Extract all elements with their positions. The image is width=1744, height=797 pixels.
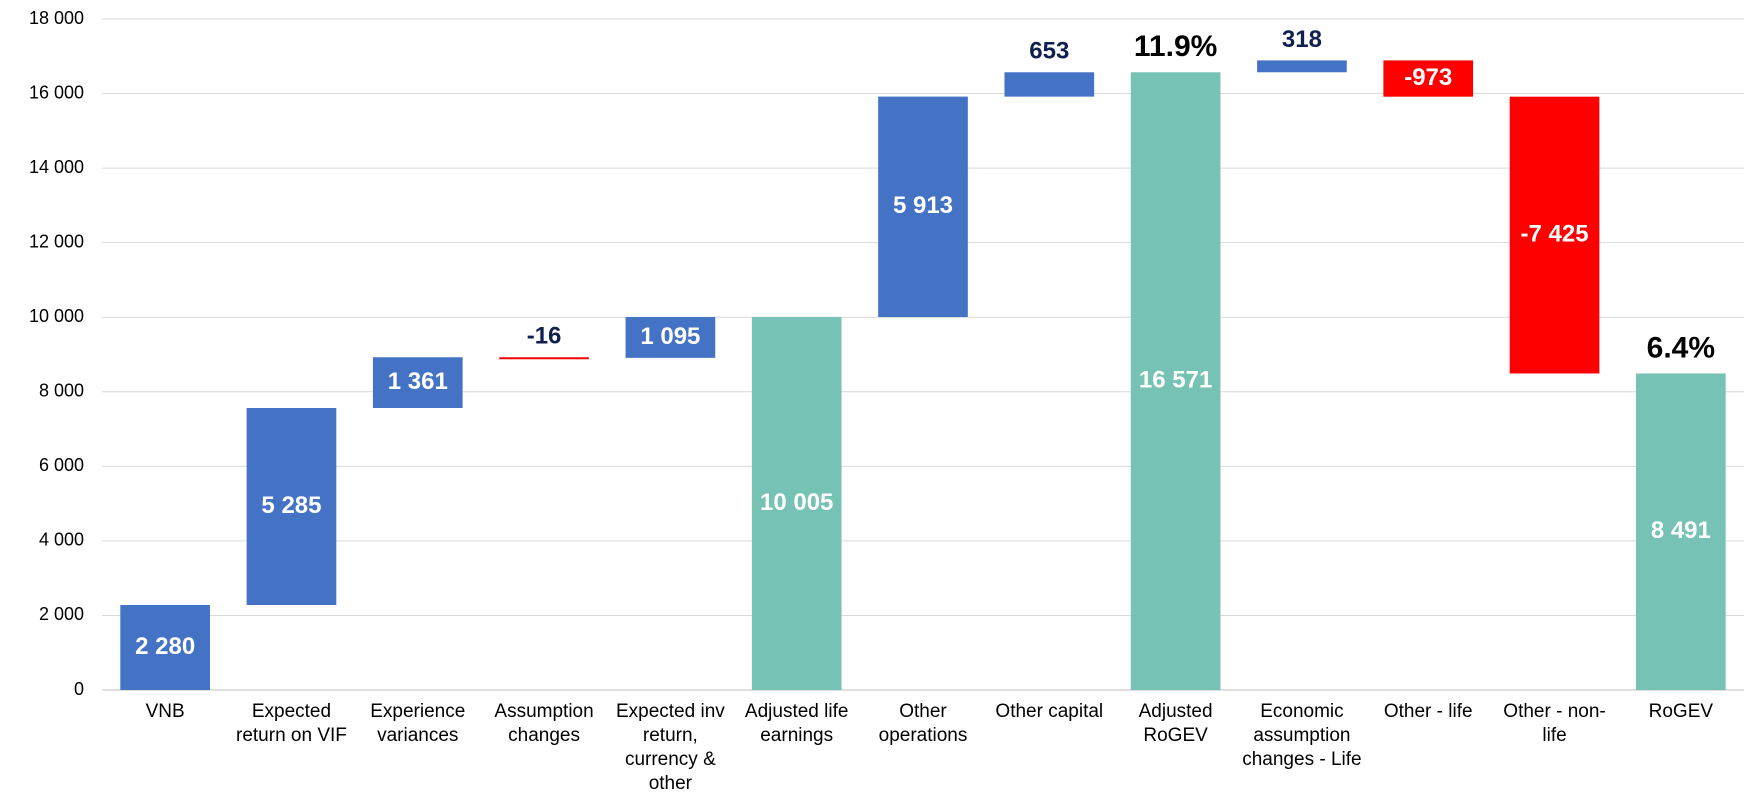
bar [120, 605, 210, 690]
bar [878, 96, 968, 318]
bar [1257, 60, 1347, 73]
x-tick-label: Assumption changes [494, 701, 594, 746]
y-tick-label: 14 000 [29, 157, 84, 177]
x-tick-label: Other capital [995, 701, 1104, 722]
x-tick-label: VNB [145, 701, 185, 722]
data-label: 10 005 [760, 489, 833, 516]
bar [625, 317, 716, 358]
x-tick-label: Other - life [1383, 701, 1473, 722]
y-tick-label: 12 000 [29, 231, 84, 251]
data-label: 1 361 [388, 368, 448, 395]
y-tick-label: 8 000 [39, 381, 84, 401]
data-label: -7 425 [1521, 220, 1589, 247]
data-label: -16 [527, 323, 562, 350]
data-label: 318 [1282, 26, 1322, 53]
x-tick-label: Experience variances [370, 701, 466, 746]
data-label: 8 491 [1651, 517, 1711, 544]
x-tick-label: Economic assumption changes - Life [1242, 701, 1362, 770]
data-label: 5 285 [261, 492, 321, 519]
bar [1383, 60, 1474, 97]
y-tick-label: 10 000 [29, 306, 84, 326]
y-tick-label: 0 [74, 679, 84, 699]
bar [1509, 96, 1600, 374]
x-tick-label: Expected inv return, currency & other [615, 701, 725, 794]
data-label: 16 571 [1139, 366, 1212, 393]
x-tick-label: RoGEV [1648, 701, 1714, 722]
data-label: 653 [1029, 38, 1069, 65]
bar [1004, 72, 1095, 97]
annotation: 11.9% [1134, 30, 1217, 63]
data-label: 5 913 [893, 192, 953, 219]
data-label: 2 280 [135, 633, 195, 660]
bar [1130, 72, 1221, 690]
y-tick-label: 18 000 [29, 8, 84, 28]
bar [1636, 373, 1726, 690]
bar [499, 357, 589, 360]
data-label: 1 095 [640, 323, 700, 350]
x-tick-label: Expected return on VIF [236, 701, 347, 746]
x-tick-label: Other operations [878, 701, 968, 746]
bar [751, 317, 842, 690]
x-tick-label: Other - non-life [1503, 701, 1606, 746]
y-tick-label: 2 000 [39, 604, 84, 624]
data-label: -973 [1404, 64, 1452, 91]
annotation: 6.4% [1647, 331, 1715, 364]
bar [372, 357, 463, 408]
y-tick-label: 4 000 [39, 530, 84, 550]
y-tick-label: 16 000 [29, 82, 84, 102]
y-tick-label: 6 000 [39, 455, 84, 475]
x-tick-label: Adjusted life earnings [744, 701, 849, 746]
bar [246, 407, 337, 606]
x-tick-label: Adjusted RoGEV [1138, 701, 1213, 746]
